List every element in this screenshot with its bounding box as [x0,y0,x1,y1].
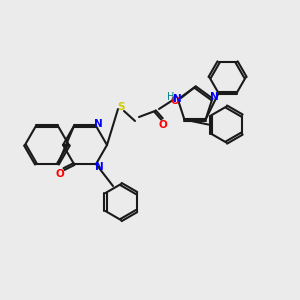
Text: N: N [210,92,218,102]
Text: N: N [94,162,103,172]
Text: H: H [167,92,175,102]
Text: O: O [159,120,167,130]
Text: S: S [117,102,125,112]
Text: O: O [170,96,179,106]
Text: N: N [94,119,102,129]
Text: O: O [56,169,64,179]
Text: N: N [172,94,182,104]
